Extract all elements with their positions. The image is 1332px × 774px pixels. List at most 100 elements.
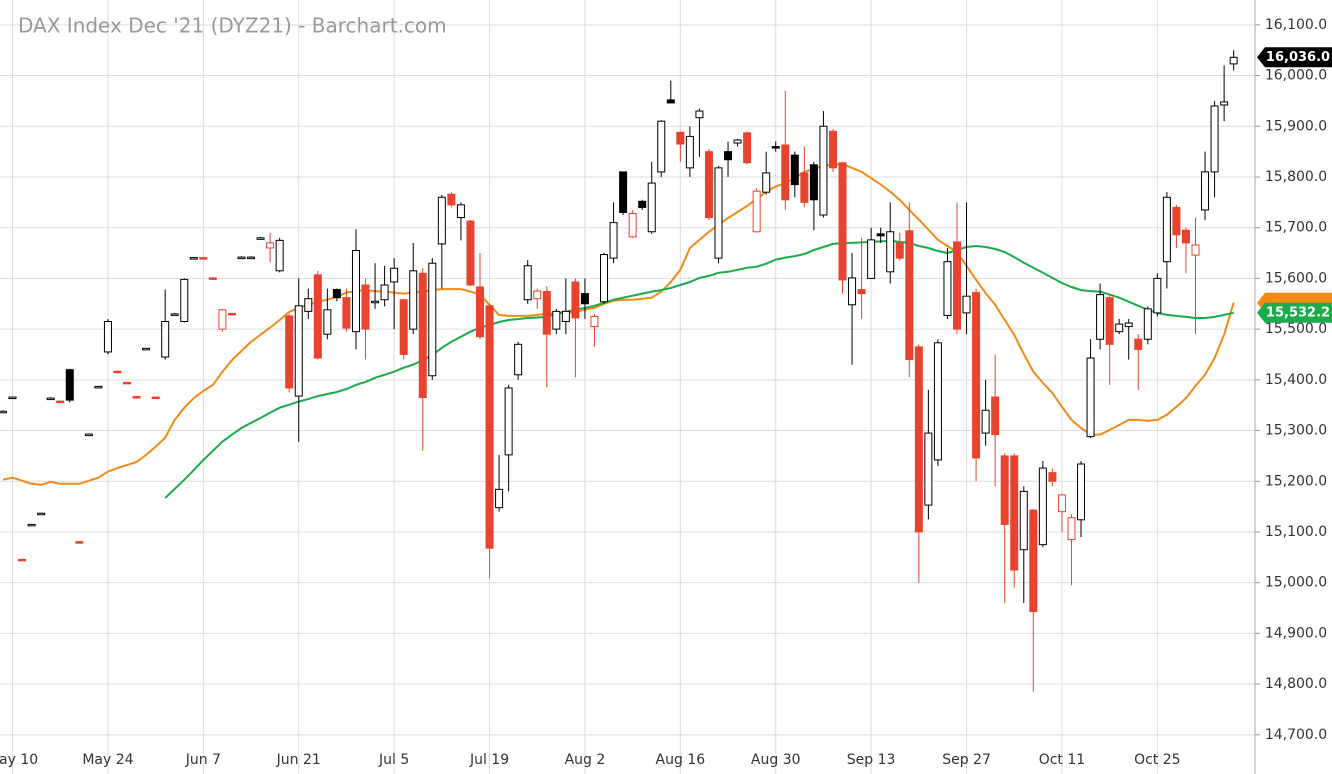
candle-body (676, 131, 685, 145)
candle-body (609, 222, 618, 259)
y-tick-label: 16,000.0 (1265, 68, 1327, 84)
candle-body (876, 233, 885, 237)
chart-title: DAX Index Dec '21 (DYZ21) - Barchart.com (18, 14, 447, 38)
x-tick-label: Sep 27 (942, 752, 991, 768)
candle-body (752, 190, 761, 233)
candle-body (151, 396, 160, 400)
x-tick-label: Oct 25 (1134, 752, 1180, 768)
candle-body (476, 286, 484, 338)
candle-body (1143, 308, 1152, 340)
candle-body (1220, 101, 1229, 106)
candle-body (1029, 509, 1038, 613)
candle-body (142, 347, 151, 351)
candle-body (1191, 244, 1200, 256)
x-tick-label: Jul 5 (378, 752, 409, 768)
candle-body (628, 212, 637, 238)
candle-body (1115, 323, 1124, 333)
candle-body (991, 396, 1000, 436)
candle-body (1181, 229, 1190, 244)
candle-body (351, 250, 360, 333)
candle-body (666, 99, 675, 104)
candle-body (828, 130, 837, 169)
candle-body (8, 396, 17, 400)
candle-body (724, 151, 733, 161)
candle-body (580, 293, 589, 305)
candle-body (103, 321, 112, 353)
x-tick-label: Aug 16 (656, 752, 706, 768)
y-tick-label: 16,100.0 (1265, 17, 1327, 33)
y-tick-label: 14,900.0 (1265, 625, 1327, 641)
candle-body (886, 231, 895, 273)
candle-body (914, 346, 923, 533)
candle-body (1086, 357, 1095, 438)
moving-average-line (2, 162, 1235, 486)
x-tick-label: May 10 (0, 752, 38, 768)
x-tick-label: Aug 30 (751, 752, 801, 768)
candle-body (27, 523, 36, 527)
candle-body (266, 242, 275, 249)
candle-body (65, 369, 74, 401)
candle-body (600, 254, 609, 303)
candle-body (247, 256, 256, 260)
candle-body (456, 204, 465, 219)
candle-body (113, 370, 122, 374)
candle-body (647, 182, 656, 233)
y-tick-label: 15,300.0 (1265, 423, 1327, 439)
y-tick-label: 14,700.0 (1265, 727, 1327, 743)
candle-body (714, 167, 723, 259)
candle-body (1057, 494, 1066, 513)
candle-body (390, 267, 399, 283)
candle-body (1067, 517, 1076, 541)
candle-body (657, 120, 666, 173)
candle-body (1000, 455, 1009, 525)
candle-body (437, 196, 446, 245)
moving-average-line (164, 239, 1234, 499)
candle-body (304, 298, 313, 312)
y-tick-label: 15,700.0 (1265, 220, 1327, 236)
x-tick-label: Jun 7 (185, 752, 221, 768)
candle-body (199, 257, 208, 260)
candle-body (342, 297, 351, 329)
candle-body (1229, 56, 1238, 65)
candle-body (132, 396, 141, 399)
candle-body (37, 512, 46, 516)
candle-body (943, 261, 952, 316)
candle-body (504, 387, 513, 456)
x-tick-label: Aug 2 (565, 752, 606, 768)
candle-body (1210, 105, 1219, 173)
candle-body (685, 135, 694, 169)
candle-body (809, 164, 818, 201)
candle-body (981, 409, 990, 434)
candle-body (1105, 297, 1114, 345)
price-tag-label: 16,036.0 (1266, 50, 1330, 65)
y-tick-label: 14,800.0 (1265, 676, 1327, 692)
candle-body (56, 400, 65, 404)
candle-body (189, 257, 198, 260)
candle-body (514, 343, 523, 376)
candle-body (371, 300, 380, 304)
x-tick-label: May 24 (82, 752, 133, 768)
candle-body (46, 397, 55, 401)
candle-body (1201, 171, 1210, 211)
candle-body (361, 284, 370, 330)
candle-body (762, 172, 771, 193)
candle-body (1019, 490, 1028, 551)
candle-body (495, 488, 504, 509)
candle-body (533, 290, 542, 300)
candle-body (1124, 322, 1133, 328)
candle-body (619, 171, 628, 213)
candle-body (180, 278, 189, 323)
candle-body (428, 262, 437, 377)
candle-body (1134, 338, 1143, 350)
candle-body (0, 410, 7, 414)
candle-body (1172, 206, 1181, 236)
candle-body (838, 162, 847, 281)
candle-body (275, 239, 284, 272)
candle-body (704, 151, 713, 219)
candle-body (313, 274, 322, 359)
y-tick-label: 15,900.0 (1265, 118, 1327, 134)
candle-body (953, 241, 961, 330)
